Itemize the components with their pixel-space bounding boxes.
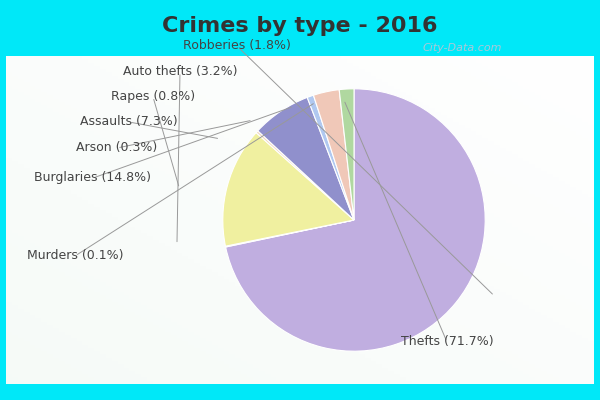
Text: Arson (0.3%): Arson (0.3%) <box>76 142 158 154</box>
Text: Assaults (7.3%): Assaults (7.3%) <box>80 116 178 128</box>
Wedge shape <box>256 131 354 220</box>
Text: Murders (0.1%): Murders (0.1%) <box>27 250 123 262</box>
Wedge shape <box>226 220 354 247</box>
Text: Burglaries (14.8%): Burglaries (14.8%) <box>35 172 151 184</box>
Text: Rapes (0.8%): Rapes (0.8%) <box>111 90 195 103</box>
Text: City-Data.com: City-Data.com <box>422 43 502 53</box>
Wedge shape <box>223 133 354 246</box>
Wedge shape <box>313 90 354 220</box>
Wedge shape <box>307 95 354 220</box>
Wedge shape <box>258 98 354 220</box>
Text: Crimes by type - 2016: Crimes by type - 2016 <box>162 16 438 36</box>
Text: Auto thefts (3.2%): Auto thefts (3.2%) <box>123 66 237 78</box>
Wedge shape <box>226 89 485 351</box>
Text: Thefts (71.7%): Thefts (71.7%) <box>401 336 493 348</box>
Text: Robberies (1.8%): Robberies (1.8%) <box>183 40 291 52</box>
Wedge shape <box>339 89 354 220</box>
